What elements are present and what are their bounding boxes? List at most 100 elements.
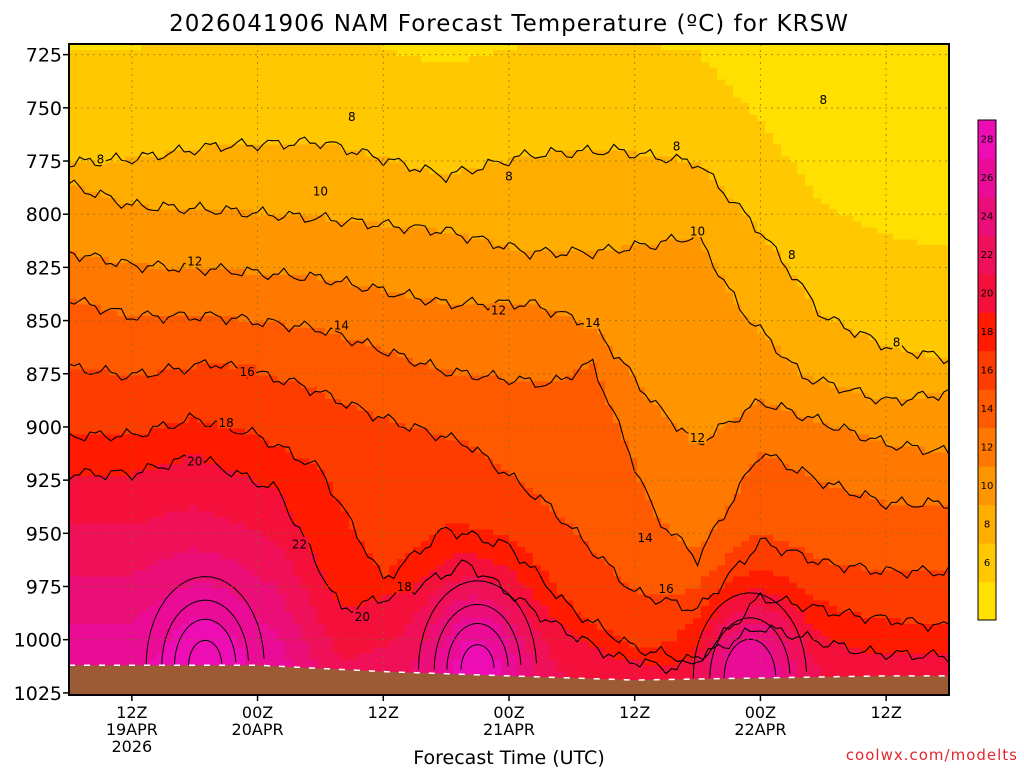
temperature-cell [365, 446, 374, 453]
temperature-cell [93, 132, 102, 140]
temperature-cell [173, 618, 182, 625]
temperature-cell [197, 298, 206, 305]
temperature-cell [325, 612, 334, 619]
temperature-cell [309, 405, 318, 412]
temperature-cell [373, 428, 382, 436]
temperature-cell [429, 298, 438, 305]
temperature-cell [421, 612, 430, 619]
temperature-cell [373, 588, 382, 595]
temperature-cell [229, 280, 238, 288]
temperature-cell [357, 85, 366, 92]
temperature-cell [85, 55, 94, 63]
temperature-cell [405, 49, 414, 57]
temperature-cell [157, 629, 166, 637]
temperature-cell [149, 97, 158, 104]
temperature-cell [285, 547, 294, 554]
temperature-cell [149, 215, 158, 223]
temperature-cell [317, 44, 326, 51]
temperature-cell [69, 405, 78, 412]
temperature-cell [77, 387, 86, 394]
temperature-cell [333, 570, 342, 578]
temperature-cell [229, 446, 238, 453]
temperature-cell [133, 245, 142, 252]
temperature-cell [197, 481, 206, 489]
temperature-cell [69, 44, 78, 51]
temperature-cell [165, 623, 174, 631]
temperature-cell [237, 594, 246, 601]
temperature-cell [189, 629, 198, 637]
temperature-cell [245, 310, 254, 317]
temperature-cell [181, 393, 190, 400]
temperature-cell [101, 357, 110, 365]
temperature-cell [301, 446, 310, 453]
temperature-cell [205, 641, 214, 649]
temperature-cell [269, 576, 278, 584]
temperature-cell [157, 351, 166, 359]
temperature-cell [261, 44, 270, 51]
temperature-cell [93, 268, 102, 276]
temperature-cell [365, 600, 374, 607]
temperature-cell [149, 180, 158, 187]
temperature-cell [301, 144, 310, 152]
temperature-cell [421, 428, 430, 436]
temperature-cell [349, 209, 358, 217]
temperature-cell [269, 73, 278, 81]
temperature-cell [429, 61, 438, 69]
temperature-cell [269, 197, 278, 205]
temperature-cell [309, 227, 318, 234]
temperature-cell [245, 304, 254, 311]
temperature-cell [341, 61, 350, 69]
temperature-cell [269, 446, 278, 453]
temperature-cell [357, 209, 366, 217]
temperature-cell [101, 310, 110, 317]
temperature-cell [333, 138, 342, 146]
temperature-cell [181, 227, 190, 234]
temperature-cell [277, 647, 286, 655]
temperature-cell [405, 458, 414, 465]
temperature-cell [117, 304, 126, 311]
temperature-cell [221, 209, 230, 217]
temperature-cell [141, 180, 150, 187]
temperature-cell [413, 227, 422, 234]
temperature-cell [189, 97, 198, 104]
temperature-cell [413, 612, 422, 619]
temperature-cell [85, 97, 94, 104]
temperature-cell [269, 357, 278, 365]
temperature-cell [381, 97, 390, 104]
temperature-cell [357, 487, 366, 495]
temperature-cell [117, 257, 126, 264]
temperature-cell [389, 103, 398, 110]
temperature-cell [157, 434, 166, 442]
temperature-cell [357, 150, 366, 158]
temperature-cell [389, 582, 398, 590]
temperature-cell [165, 339, 174, 347]
temperature-cell [429, 191, 438, 199]
temperature-cell [405, 227, 414, 234]
temperature-cell [397, 132, 406, 140]
temperature-cell [181, 458, 190, 465]
temperature-cell [149, 257, 158, 264]
temperature-cell [357, 109, 366, 116]
temperature-cell [349, 257, 358, 264]
temperature-cell [373, 470, 382, 477]
temperature-cell [269, 144, 278, 152]
temperature-cell [205, 233, 214, 240]
temperature-cell [421, 103, 430, 110]
temperature-cell [157, 73, 166, 81]
temperature-cell [365, 310, 374, 317]
temperature-cell [429, 109, 438, 116]
temperature-cell [77, 239, 86, 246]
temperature-cell [341, 410, 350, 418]
temperature-cell [269, 79, 278, 87]
temperature-cell [365, 428, 374, 436]
temperature-cell [205, 487, 214, 495]
temperature-cell [189, 73, 198, 81]
temperature-cell [421, 197, 430, 205]
temperature-cell [245, 73, 254, 81]
temperature-cell [333, 97, 342, 104]
temperature-cell [141, 588, 150, 595]
temperature-cell [261, 144, 270, 152]
temperature-cell [229, 333, 238, 341]
temperature-cell [157, 126, 166, 134]
temperature-cell [189, 422, 198, 430]
